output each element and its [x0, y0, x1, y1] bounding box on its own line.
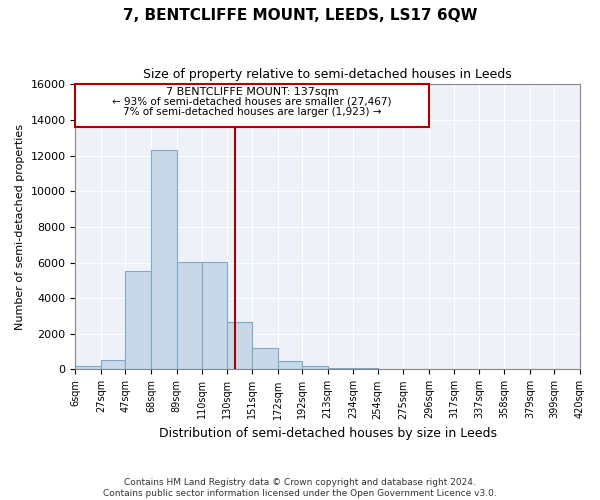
- Text: ← 93% of semi-detached houses are smaller (27,467): ← 93% of semi-detached houses are smalle…: [112, 96, 392, 106]
- Bar: [403, 369, 429, 370]
- Bar: [101, 360, 125, 370]
- X-axis label: Distribution of semi-detached houses by size in Leeds: Distribution of semi-detached houses by …: [159, 427, 497, 440]
- Bar: [151, 150, 176, 370]
- Bar: [76, 366, 101, 370]
- FancyBboxPatch shape: [76, 84, 429, 127]
- Bar: [227, 322, 252, 370]
- Bar: [252, 348, 278, 370]
- Text: 7, BENTCLIFFE MOUNT, LEEDS, LS17 6QW: 7, BENTCLIFFE MOUNT, LEEDS, LS17 6QW: [123, 8, 477, 22]
- Text: Contains HM Land Registry data © Crown copyright and database right 2024.
Contai: Contains HM Land Registry data © Crown c…: [103, 478, 497, 498]
- Bar: [202, 262, 227, 370]
- Bar: [125, 272, 151, 370]
- Bar: [328, 368, 353, 370]
- Text: 7% of semi-detached houses are larger (1,923) →: 7% of semi-detached houses are larger (1…: [123, 107, 382, 117]
- Text: 7 BENTCLIFFE MOUNT: 137sqm: 7 BENTCLIFFE MOUNT: 137sqm: [166, 86, 338, 97]
- Y-axis label: Number of semi-detached properties: Number of semi-detached properties: [15, 124, 25, 330]
- Bar: [176, 262, 202, 370]
- Bar: [278, 362, 302, 370]
- Bar: [302, 366, 328, 370]
- Bar: [353, 368, 377, 370]
- Bar: [377, 368, 403, 370]
- Title: Size of property relative to semi-detached houses in Leeds: Size of property relative to semi-detach…: [143, 68, 512, 80]
